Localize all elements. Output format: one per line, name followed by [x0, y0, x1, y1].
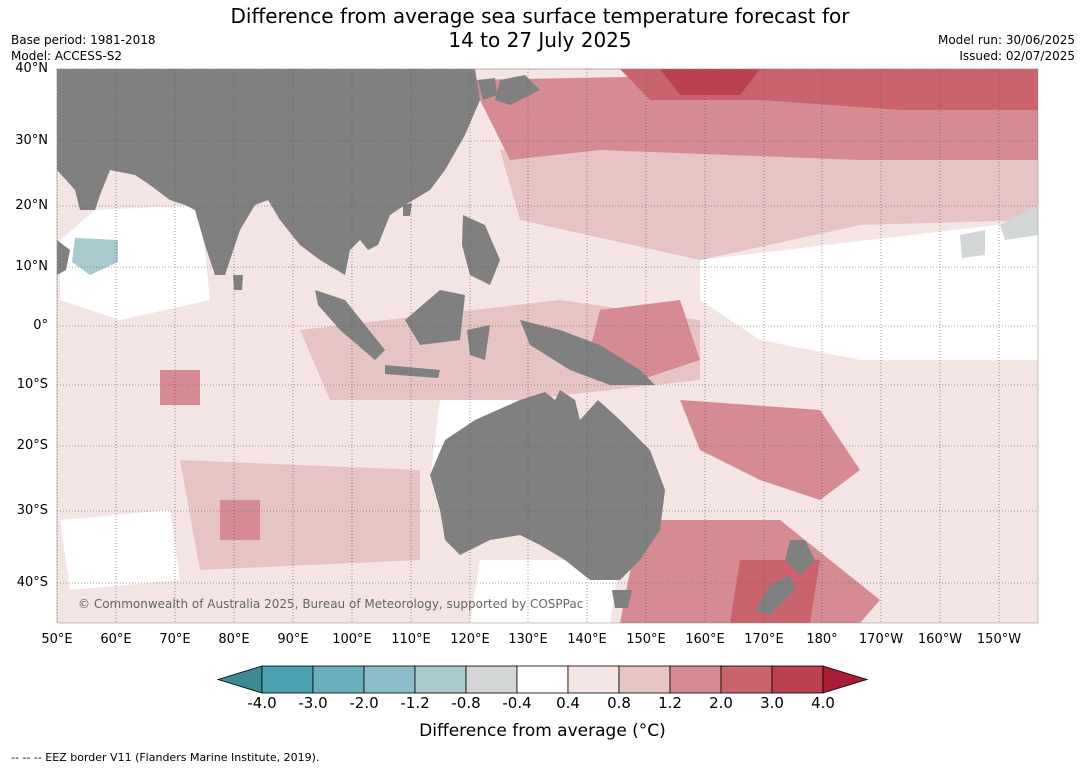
- colorbar-segment: [720, 665, 773, 694]
- model-name: Model: ACCESS-S2: [11, 49, 123, 63]
- land-korea: [478, 78, 497, 100]
- base-period: Base period: 1981-2018: [11, 33, 156, 47]
- colorbar-tick-label: 0.4: [556, 694, 580, 712]
- land-sulawesi: [467, 325, 490, 360]
- colorbar-tick-label: 2.0: [709, 694, 733, 712]
- anomaly-white-arabian: [60, 205, 210, 320]
- longitude-label: 120°E: [450, 632, 490, 647]
- latitude-label: 10°S: [16, 377, 48, 392]
- model-info: Base period: 1981-2018 Model: ACCESS-S2: [11, 32, 156, 64]
- colorbar-label: Difference from average (°C): [419, 721, 666, 741]
- colorbar-segment: [567, 665, 620, 694]
- anomaly-cool-hawaii-east: [1000, 205, 1038, 240]
- copyright-note: © Commonwealth of Australia 2025, Bureau…: [78, 597, 584, 611]
- latitude-label: 30°S: [16, 503, 48, 518]
- latitude-label: 40°N: [15, 61, 48, 76]
- land-borneo: [405, 290, 465, 345]
- colorbar-segment: [669, 665, 722, 694]
- colorbar-tick-label: 4.0: [811, 694, 835, 712]
- longitude-label: 170°E: [744, 632, 784, 647]
- latitude-label: 0°: [33, 318, 48, 333]
- anomaly-high-coral-sea: [680, 400, 860, 500]
- longitude-label: 110°E: [391, 632, 431, 647]
- land-new-zealand-south: [755, 575, 795, 615]
- anomaly-cool-arabian-sea: [72, 238, 118, 275]
- longitude-label: 70°E: [159, 632, 191, 647]
- land-sumatra: [315, 290, 385, 360]
- title-line-1: Difference from average sea surface temp…: [230, 4, 850, 28]
- anomaly-high-bay-of-bengal: [160, 370, 200, 405]
- latitude-label: 20°S: [16, 438, 48, 453]
- land-new-guinea: [520, 320, 655, 385]
- longitude-label: 140°E: [567, 632, 607, 647]
- longitude-label: 160°E: [685, 632, 725, 647]
- longitude-label: 50°E: [41, 632, 73, 647]
- run-info: Model run: 30/06/2025 Issued: 02/07/2025: [938, 32, 1075, 64]
- colorbar-segment: [516, 665, 569, 694]
- colorbar-tick-label: -3.0: [298, 694, 328, 712]
- colorbar-segment: [465, 665, 518, 694]
- anomaly-mid-north-pacific: [500, 130, 1038, 260]
- land-australia: [430, 390, 665, 580]
- colorbar-tick-label: 0.8: [607, 694, 631, 712]
- colorbar-segment: [261, 665, 314, 694]
- longitude-label: 150°W: [976, 632, 1022, 647]
- land-africa-horn: [57, 240, 70, 275]
- longitude-label: 130°E: [508, 632, 548, 647]
- longitude-label: 180°: [806, 632, 838, 647]
- issued-date: Issued: 02/07/2025: [959, 49, 1075, 63]
- colorbar-tick-label: -1.2: [400, 694, 430, 712]
- model-run-date: Model run: 30/06/2025: [937, 33, 1075, 47]
- landmasses: [57, 69, 815, 615]
- land-tasmania: [612, 590, 632, 608]
- anomaly-mid-south-indian: [180, 460, 420, 570]
- latitude-label: 30°N: [15, 133, 48, 148]
- anomaly-high-south-indian: [220, 500, 260, 540]
- colorbar-max-extension: [822, 665, 869, 694]
- colorbar-min-extension: [216, 665, 263, 694]
- land-japan: [495, 75, 540, 105]
- latitude-label: 40°S: [16, 575, 48, 590]
- map-frame: [56, 68, 1039, 624]
- land-sri-lanka: [233, 275, 243, 290]
- colorbar-segment: [414, 665, 467, 694]
- land-java: [385, 365, 440, 378]
- colorbar-tick-label: -2.0: [349, 694, 379, 712]
- eez-legend: -- -- -- EEZ border V11 (Flanders Marine…: [11, 751, 320, 764]
- longitude-label: 80°E: [218, 632, 250, 647]
- anomaly-cool-hawaii: [960, 230, 985, 258]
- colorbar-segment: [363, 665, 416, 694]
- longitude-label: 160°W: [917, 632, 963, 647]
- colorbar-tick-label: -0.8: [451, 694, 481, 712]
- colorbar-segment: [312, 665, 365, 694]
- anomaly-white-south-indian: [60, 510, 180, 590]
- anomaly-white-south: [470, 560, 620, 623]
- land-asia: [57, 69, 480, 275]
- anomaly-peak-japan: [660, 69, 760, 95]
- map-title: Difference from average sea surface temp…: [220, 4, 860, 52]
- latitude-label: 20°N: [15, 198, 48, 213]
- land-philippines: [462, 215, 500, 285]
- longitude-label: 170°W: [858, 632, 904, 647]
- longitude-label: 90°E: [277, 632, 309, 647]
- longitude-label: 100°E: [332, 632, 372, 647]
- land-new-zealand-north: [785, 540, 815, 575]
- latitude-label: 10°N: [15, 259, 48, 274]
- colorbar: [216, 665, 869, 694]
- longitude-label: 150°E: [626, 632, 666, 647]
- colorbar-segment: [618, 665, 671, 694]
- colorbar-tick-label: 3.0: [760, 694, 784, 712]
- colorbar-tick-label: 1.2: [658, 694, 682, 712]
- longitude-label: 60°E: [100, 632, 132, 647]
- colorbar-tick-label: -0.4: [502, 694, 532, 712]
- title-line-2: 14 to 27 July 2025: [448, 28, 632, 52]
- colorbar-segment: [771, 665, 824, 694]
- colorbar-tick-label: -4.0: [247, 694, 277, 712]
- anomaly-white-west-pacific: [700, 220, 1038, 360]
